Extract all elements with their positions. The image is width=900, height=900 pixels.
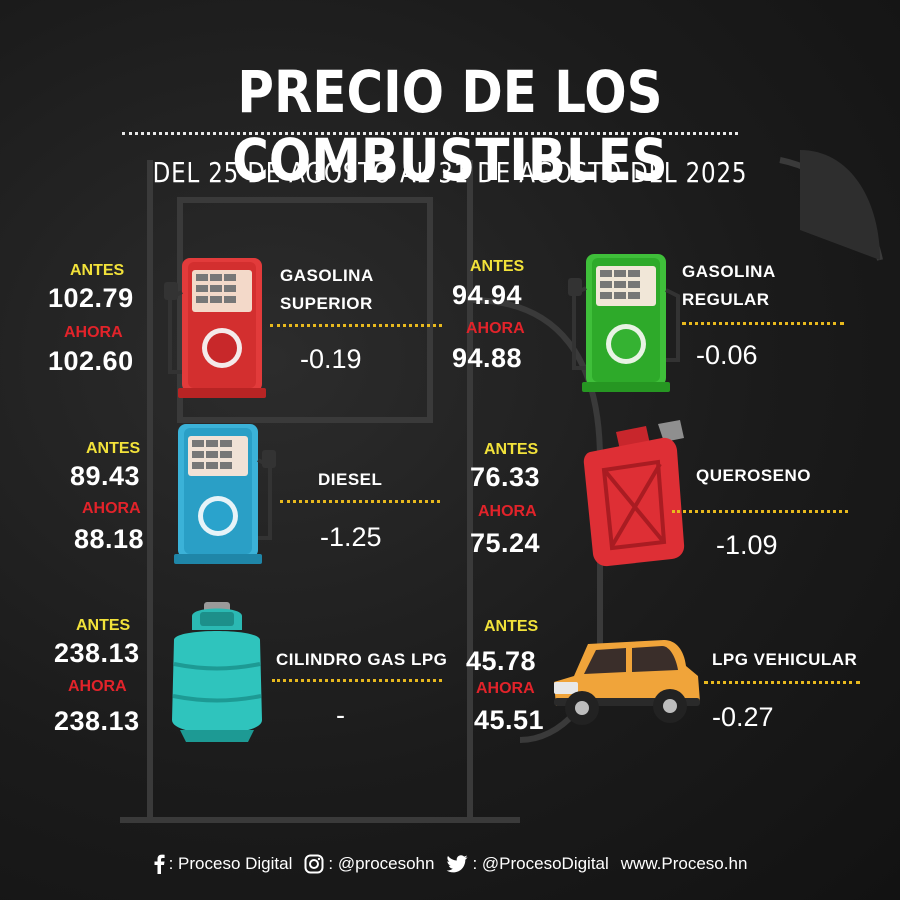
price-difference: -1.09 xyxy=(716,530,778,560)
ahora-label: AHORA xyxy=(476,680,535,697)
ahora-label: AHORA xyxy=(82,500,141,517)
antes-price: 45.78 xyxy=(466,646,537,676)
antes-price: 102.79 xyxy=(48,283,134,313)
instagram-handle[interactable]: : @procesohn xyxy=(304,854,434,874)
fuel-name-line1: QUEROSENO xyxy=(696,466,812,485)
antes-label: ANTES xyxy=(484,618,539,635)
instagram-handle-text: : @procesohn xyxy=(328,854,435,873)
jerry-can-icon xyxy=(583,420,685,567)
fuel-name: LPG VEHICULAR xyxy=(712,646,857,674)
antes-label: ANTES xyxy=(470,258,525,275)
twitter-bird-icon xyxy=(446,855,468,873)
ahora-price: 238.13 xyxy=(54,706,140,736)
dotted-separator xyxy=(672,510,848,513)
antes-label: ANTES xyxy=(70,262,125,279)
fuel-name-line1: CILINDRO GAS LPG xyxy=(276,650,448,669)
ahora-price: 94.88 xyxy=(452,343,523,373)
fuel-name-line1: LPG VEHICULAR xyxy=(712,650,858,669)
twitter-handle[interactable]: : @ProcesoDigital xyxy=(446,854,609,874)
ahora-price: 88.18 xyxy=(74,524,145,554)
dotted-separator xyxy=(272,679,442,682)
dotted-separator xyxy=(280,500,440,503)
price-difference: -0.06 xyxy=(696,340,758,370)
fuel-name-line1: DIESEL xyxy=(318,470,383,489)
gas-cylinder-icon xyxy=(172,602,262,742)
fuel-name: GASOLINA REGULAR xyxy=(682,258,776,314)
green-fuel-pump-icon xyxy=(568,254,680,392)
social-footer: : Proceso Digital : @procesohn : @Proces… xyxy=(0,852,900,876)
ahora-label: AHORA xyxy=(478,503,537,520)
fuel-name-line2: SUPERIOR xyxy=(280,294,373,313)
price-difference: -0.19 xyxy=(300,344,362,374)
ahora-price: 102.60 xyxy=(48,346,134,376)
red-fuel-pump-icon xyxy=(164,258,266,398)
fuel-name: GASOLINA SUPERIOR xyxy=(280,262,374,318)
fuel-name-line1: GASOLINA xyxy=(280,266,374,285)
date-range-subtitle: DEL 25 DE AGOSTO AL 31 DE AGOSTO DEL 202… xyxy=(152,156,748,189)
antes-price: 94.94 xyxy=(452,280,523,310)
ahora-label: AHORA xyxy=(64,324,123,341)
price-difference: - xyxy=(336,700,345,730)
fuel-name: DIESEL xyxy=(318,466,382,494)
fuel-name: CILINDRO GAS LPG xyxy=(276,646,447,674)
fuel-name-line1: GASOLINA xyxy=(682,262,776,281)
antes-label: ANTES xyxy=(484,441,539,458)
page-title: PRECIO DE LOS COMBUSTIBLES xyxy=(232,58,668,194)
ahora-price: 75.24 xyxy=(470,528,541,558)
facebook-icon xyxy=(154,854,165,874)
antes-price: 238.13 xyxy=(54,638,140,668)
ahora-price: 45.51 xyxy=(474,705,545,735)
instagram-icon xyxy=(304,854,324,874)
dotted-separator xyxy=(270,324,442,327)
website-text: www.Proceso.hn xyxy=(620,854,748,873)
car-icon xyxy=(554,640,700,725)
price-difference: -1.25 xyxy=(320,522,382,552)
dotted-separator xyxy=(704,681,860,684)
blue-fuel-pump-icon xyxy=(174,424,276,564)
ahora-label: AHORA xyxy=(68,678,127,695)
title-divider xyxy=(122,132,738,135)
antes-label: ANTES xyxy=(86,440,141,457)
antes-label: ANTES xyxy=(76,617,131,634)
fuel-name-line2: REGULAR xyxy=(682,290,770,309)
dotted-separator xyxy=(682,322,844,325)
facebook-handle-text: : Proceso Digital xyxy=(168,854,293,873)
twitter-handle-text: : @ProcesoDigital xyxy=(472,854,609,873)
price-difference: -0.27 xyxy=(712,702,774,732)
facebook-handle[interactable]: : Proceso Digital xyxy=(153,854,293,874)
antes-price: 76.33 xyxy=(470,462,541,492)
website-link[interactable]: www.Proceso.hn xyxy=(621,854,748,874)
antes-price: 89.43 xyxy=(70,461,141,491)
ahora-label: AHORA xyxy=(466,320,525,337)
fuel-name: QUEROSENO xyxy=(696,462,811,490)
